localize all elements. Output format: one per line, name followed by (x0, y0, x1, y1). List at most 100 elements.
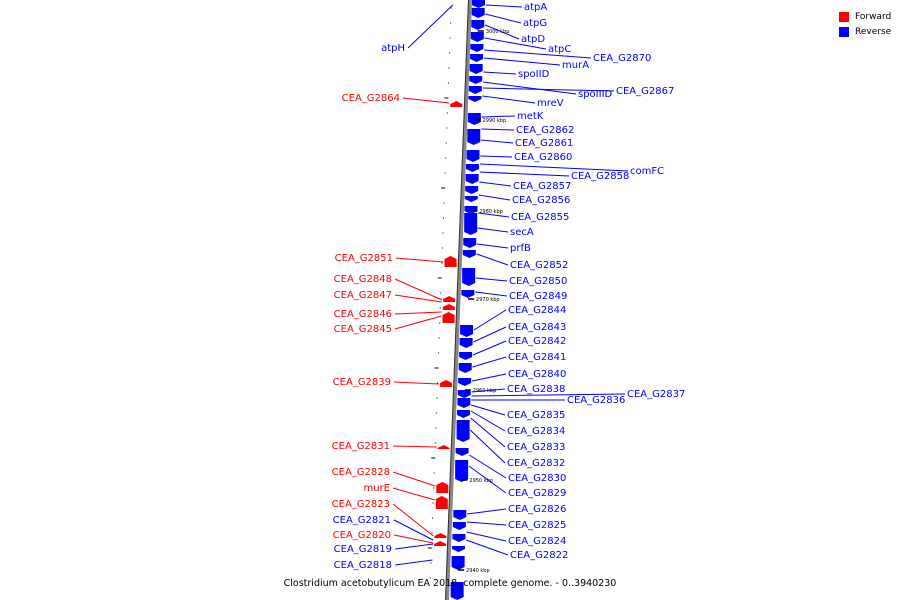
forward-gene-label-mure: murE (363, 483, 390, 494)
forward-gene-leader (392, 503, 434, 537)
reverse-gene-block (451, 556, 465, 570)
reverse-gene-leader (481, 128, 515, 131)
reverse-gene-label-cea-g2832: CEA_G2832 (507, 458, 565, 469)
reverse-gene-leader (479, 171, 570, 177)
reverse-gene-block (461, 290, 475, 298)
reverse-gene-block (465, 164, 479, 172)
reverse-gene-block (452, 534, 466, 542)
forward-gene-label-cea-g2847: CEA_G2847 (334, 290, 392, 301)
scale-tick-label: 3000 kbp (486, 29, 510, 35)
forward-gene-leader (394, 543, 434, 550)
reverse-gene-block (462, 250, 476, 258)
scale-tick-label: 2940 kbp (466, 568, 490, 574)
legend: Forward Reverse (839, 9, 891, 39)
forward-gene-block (443, 296, 456, 302)
reverse-gene-block (467, 129, 481, 145)
reverse-gene-block (468, 86, 482, 94)
scale-tick-label: 2950 kbp (469, 478, 493, 484)
reverse-gene-leader (466, 539, 509, 556)
reverse-gene-leader (480, 155, 513, 158)
reverse-gene-label-seca: secA (510, 227, 534, 238)
reverse-gene-leader (467, 508, 507, 515)
reverse-gene-label-cea-g2842: CEA_G2842 (508, 336, 566, 347)
reverse-gene-label-metk: metK (517, 111, 544, 122)
forward-gene-block (440, 380, 453, 387)
reverse-gene-leader (470, 417, 506, 448)
reverse-gene-leader (485, 4, 523, 8)
reverse-gene-label-mrev: mreV (537, 98, 564, 109)
reverse-gene-label-cea-g2834: CEA_G2834 (507, 426, 565, 437)
reverse-gene-block (464, 213, 478, 235)
reverse-gene-block (471, 8, 485, 18)
reverse-gene-label-atpd: atpD (521, 34, 545, 45)
reverse-gene-label-cea-g2837: CEA_G2837 (627, 389, 685, 400)
reverse-gene-leader (483, 71, 517, 75)
legend-forward: Forward (839, 9, 891, 24)
reverse-gene-block (467, 113, 481, 125)
reverse-gene-leader (469, 454, 507, 479)
scale-tick-label: 2960 kbp (473, 388, 497, 394)
reverse-gene-leader (468, 465, 507, 494)
reverse-gene-leader (481, 115, 516, 118)
reverse-gene-leader (471, 404, 506, 416)
map-caption: Clostridium acetobutylicum EA 2018, comp… (283, 578, 617, 589)
forward-gene-block (437, 445, 450, 449)
forward-gene-leader (394, 278, 443, 301)
reverse-gene-leader (470, 410, 506, 432)
legend-reverse: Reverse (839, 24, 891, 39)
forward-gene-block (435, 496, 448, 509)
reverse-gene-label-cea-g2824: CEA_G2824 (508, 536, 566, 547)
reverse-gene-leader (475, 291, 508, 297)
forward-gene-block (444, 256, 457, 267)
reverse-gene-leader (477, 227, 509, 233)
reverse-gene-label-cea-g2826: CEA_G2826 (508, 504, 566, 515)
reverse-gene-leader (484, 37, 547, 50)
forward-gene-block (442, 312, 455, 323)
reverse-gene-label-cea-g2836: CEA_G2836 (567, 395, 625, 406)
forward-gene-leader (394, 294, 443, 303)
forward-gene-label-cea-g2818: CEA_G2818 (334, 560, 392, 571)
reverse-gene-block (464, 196, 478, 202)
reverse-gene-leader (471, 388, 506, 393)
reverse-gene-block (470, 32, 484, 42)
scale-tick-label: 2970 kbp (476, 297, 500, 303)
forward-gene-block (434, 541, 447, 546)
reverse-gene-leader (466, 531, 507, 542)
forward-gene-leader (394, 315, 442, 330)
reverse-gene-leader (471, 373, 507, 382)
forward-gene-leader (402, 97, 450, 104)
reverse-gene-block (456, 420, 470, 442)
forward-gene-label-cea-g2846: CEA_G2846 (334, 309, 392, 320)
reverse-gene-block (471, 20, 485, 30)
reverse-gene-leader (476, 253, 509, 266)
forward-gene-label-atph: atpH (381, 43, 405, 54)
reverse-gene-block (465, 186, 479, 194)
reverse-gene-leader (479, 163, 629, 172)
forward-gene-label-cea-g2848: CEA_G2848 (334, 274, 392, 285)
forward-gene-label-cea-g2828: CEA_G2828 (332, 467, 390, 478)
reverse-gene-label-cea-g2861: CEA_G2861 (515, 138, 573, 149)
reverse-gene-leader (478, 212, 510, 218)
reverse-gene-block (468, 96, 482, 102)
reverse-gene-label-cea-g2838: CEA_G2838 (507, 384, 565, 395)
forward-gene-leader (407, 4, 454, 49)
reverse-gene-label-atpa: atpA (524, 2, 547, 13)
reverse-gene-leader (466, 521, 507, 526)
forward-gene-leader (392, 487, 435, 501)
legend-forward-label: Forward (855, 11, 892, 22)
reverse-gene-block (469, 76, 483, 84)
reverse-gene-leader (480, 139, 514, 144)
forward-gene-label-cea-g2823: CEA_G2823 (332, 499, 390, 510)
reverse-gene-label-cea-g2852: CEA_G2852 (510, 260, 568, 271)
reverse-gene-label-cea-g2844: CEA_G2844 (508, 305, 566, 316)
reverse-gene-block (470, 54, 484, 62)
forward-gene-leader (392, 471, 436, 487)
reverse-gene-block (458, 378, 472, 386)
reverse-gene-block (458, 363, 472, 373)
forward-gene-block (442, 304, 455, 310)
reverse-gene-block (462, 268, 476, 286)
reverse-gene-leader (484, 24, 520, 40)
forward-gene-label-cea-g2831: CEA_G2831 (332, 441, 390, 452)
reverse-gene-block (456, 410, 470, 418)
